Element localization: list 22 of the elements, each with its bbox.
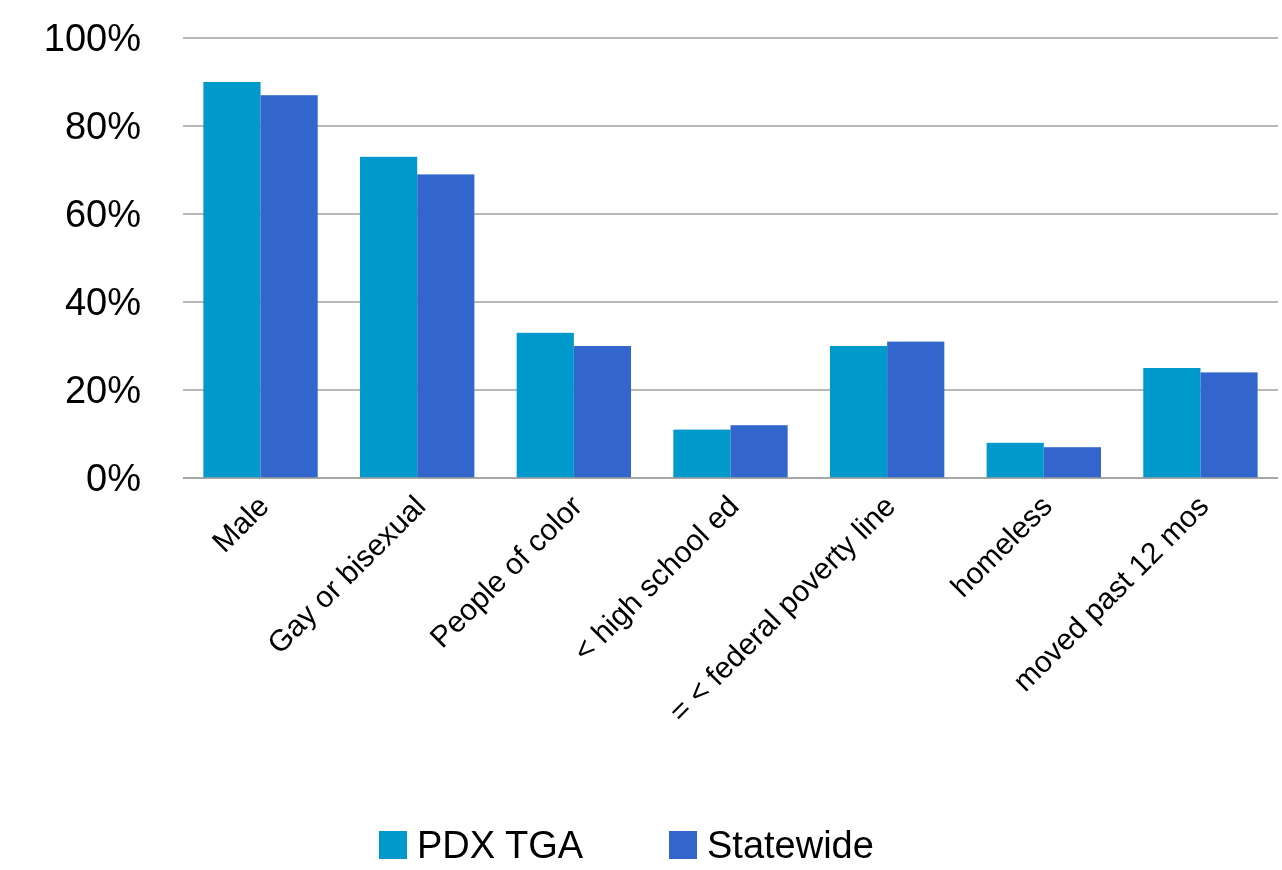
bar [1143, 368, 1201, 478]
bar [260, 95, 318, 478]
y-tick-label: 100% [43, 17, 141, 60]
y-tick-label: 40% [64, 281, 141, 324]
bar [673, 429, 731, 478]
legend-label: Statewide [707, 824, 874, 866]
legend-label: PDX TGA [417, 824, 584, 866]
bar [1043, 447, 1101, 478]
bar [417, 174, 475, 478]
bar [887, 341, 945, 478]
y-tick-label: 20% [64, 369, 141, 412]
bar [203, 82, 261, 478]
bar [360, 156, 418, 478]
bar [516, 332, 574, 478]
bar [1200, 372, 1258, 478]
y-tick-label: 0% [86, 457, 141, 500]
bar [829, 346, 888, 478]
bar [573, 346, 632, 478]
bar [730, 425, 788, 478]
y-tick-label: 60% [64, 193, 141, 236]
bar [986, 442, 1044, 478]
y-tick-label: 80% [64, 105, 141, 148]
